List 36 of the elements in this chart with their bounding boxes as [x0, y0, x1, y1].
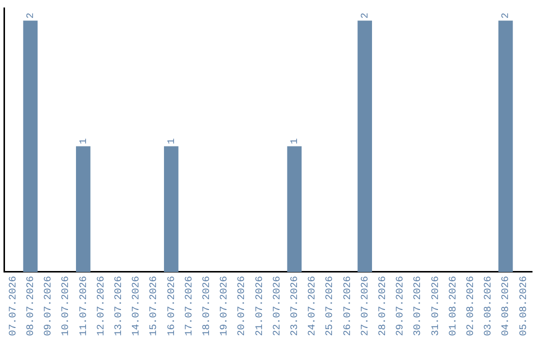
x-tick-label: 25.07.2026 — [325, 276, 336, 336]
data-label: 1 — [78, 138, 90, 144]
x-tick-label: 04.08.2026 — [501, 276, 512, 336]
x-tick-label: 07.07.2026 — [8, 276, 20, 336]
x-tick-label: 09.07.2026 — [44, 276, 55, 336]
x-tick-label: 17.07.2026 — [184, 276, 196, 336]
data-label: 2 — [26, 12, 38, 19]
x-tick-label: 30.07.2026 — [413, 276, 424, 336]
data-label: 1 — [290, 138, 302, 144]
x-tick-label: 12.07.2026 — [96, 276, 108, 336]
x-tick-label: 18.07.2026 — [202, 276, 214, 336]
x-tick-label: 15.07.2026 — [149, 276, 160, 336]
x-tick-label: 19.07.2026 — [220, 276, 231, 336]
x-tick-label: 26.07.2026 — [342, 276, 354, 336]
x-tick-label: 08.07.2026 — [26, 276, 38, 336]
x-tick-label: 02.08.2026 — [466, 276, 478, 336]
x-tick-label: 05.08.2026 — [518, 276, 530, 336]
x-tick-label: 24.07.2026 — [308, 276, 319, 336]
data-label: 2 — [360, 12, 372, 19]
x-tick-label: 31.07.2026 — [430, 276, 442, 336]
x-tick-label: 13.07.2026 — [114, 276, 126, 336]
x-tick-label: 11.07.2026 — [78, 276, 90, 336]
x-tick-label: 28.07.2026 — [378, 276, 390, 336]
x-tick-label: 16.07.2026 — [166, 276, 178, 336]
x-tick-label: 01.08.2026 — [448, 276, 460, 336]
data-label: 2 — [501, 12, 512, 19]
x-tick-label: 27.07.2026 — [360, 276, 372, 336]
x-tick-label: 29.07.2026 — [396, 276, 407, 336]
x-tick-label: 10.07.2026 — [61, 276, 72, 336]
x-tick-label: 22.07.2026 — [272, 276, 284, 336]
x-tick-label: 20.07.2026 — [237, 276, 248, 336]
x-tick-label: 21.07.2026 — [254, 276, 266, 336]
data-label: 1 — [166, 138, 178, 144]
x-tick-label: 03.08.2026 — [484, 276, 495, 336]
x-tick-label: 14.07.2026 — [132, 276, 143, 336]
x-tick-label: 23.07.2026 — [290, 276, 302, 336]
